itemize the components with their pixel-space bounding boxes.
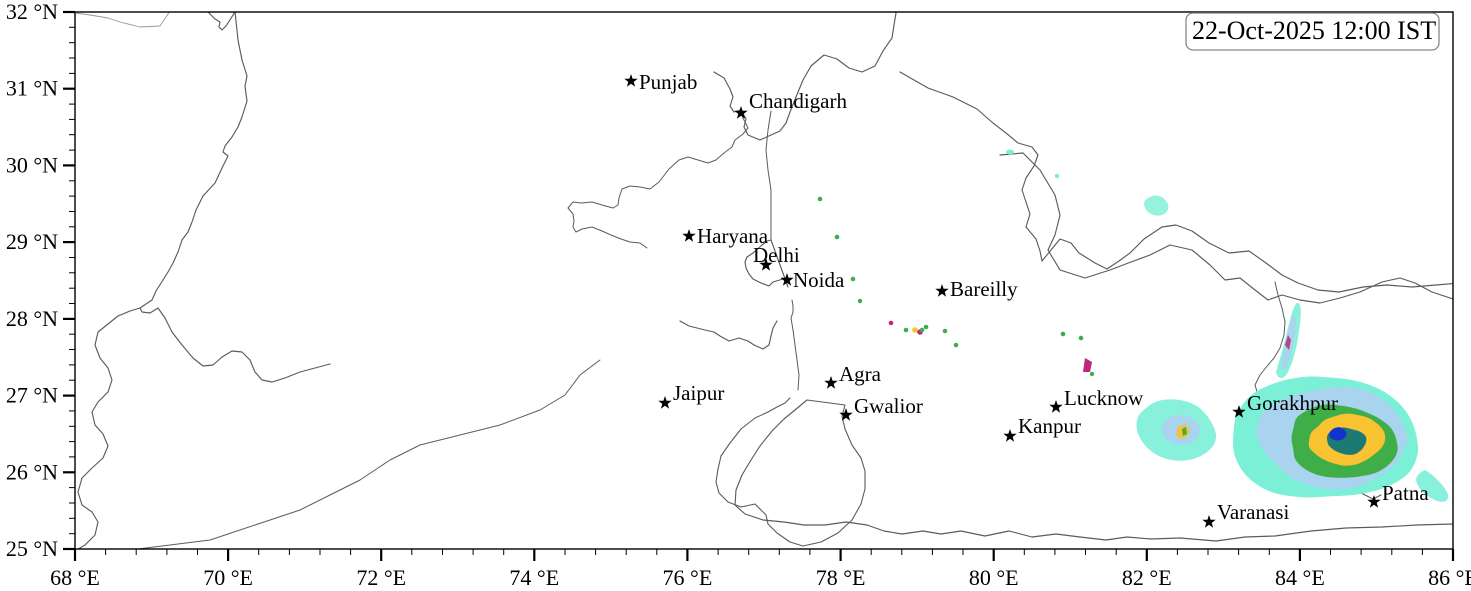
svg-text:82 °E: 82 °E bbox=[1122, 565, 1172, 590]
svg-text:80 °E: 80 °E bbox=[969, 565, 1019, 590]
svg-text:25 °N: 25 °N bbox=[6, 536, 58, 561]
svg-text:74 °E: 74 °E bbox=[509, 565, 559, 590]
svg-text:76 °E: 76 °E bbox=[663, 565, 713, 590]
svg-text:84 °E: 84 °E bbox=[1275, 565, 1325, 590]
svg-text:29 °N: 29 °N bbox=[6, 229, 58, 254]
svg-text:28 °N: 28 °N bbox=[6, 306, 58, 331]
svg-text:27 °N: 27 °N bbox=[6, 383, 58, 408]
svg-text:68 °E: 68 °E bbox=[50, 565, 100, 590]
svg-text:26 °N: 26 °N bbox=[6, 459, 58, 484]
svg-text:32 °N: 32 °N bbox=[6, 0, 58, 24]
svg-text:78 °E: 78 °E bbox=[816, 565, 866, 590]
svg-text:86 °E: 86 °E bbox=[1428, 565, 1471, 590]
svg-text:31 °N: 31 °N bbox=[6, 76, 58, 101]
svg-text:70 °E: 70 °E bbox=[203, 565, 253, 590]
svg-text:72 °E: 72 °E bbox=[356, 565, 406, 590]
svg-text:30 °N: 30 °N bbox=[6, 152, 58, 177]
